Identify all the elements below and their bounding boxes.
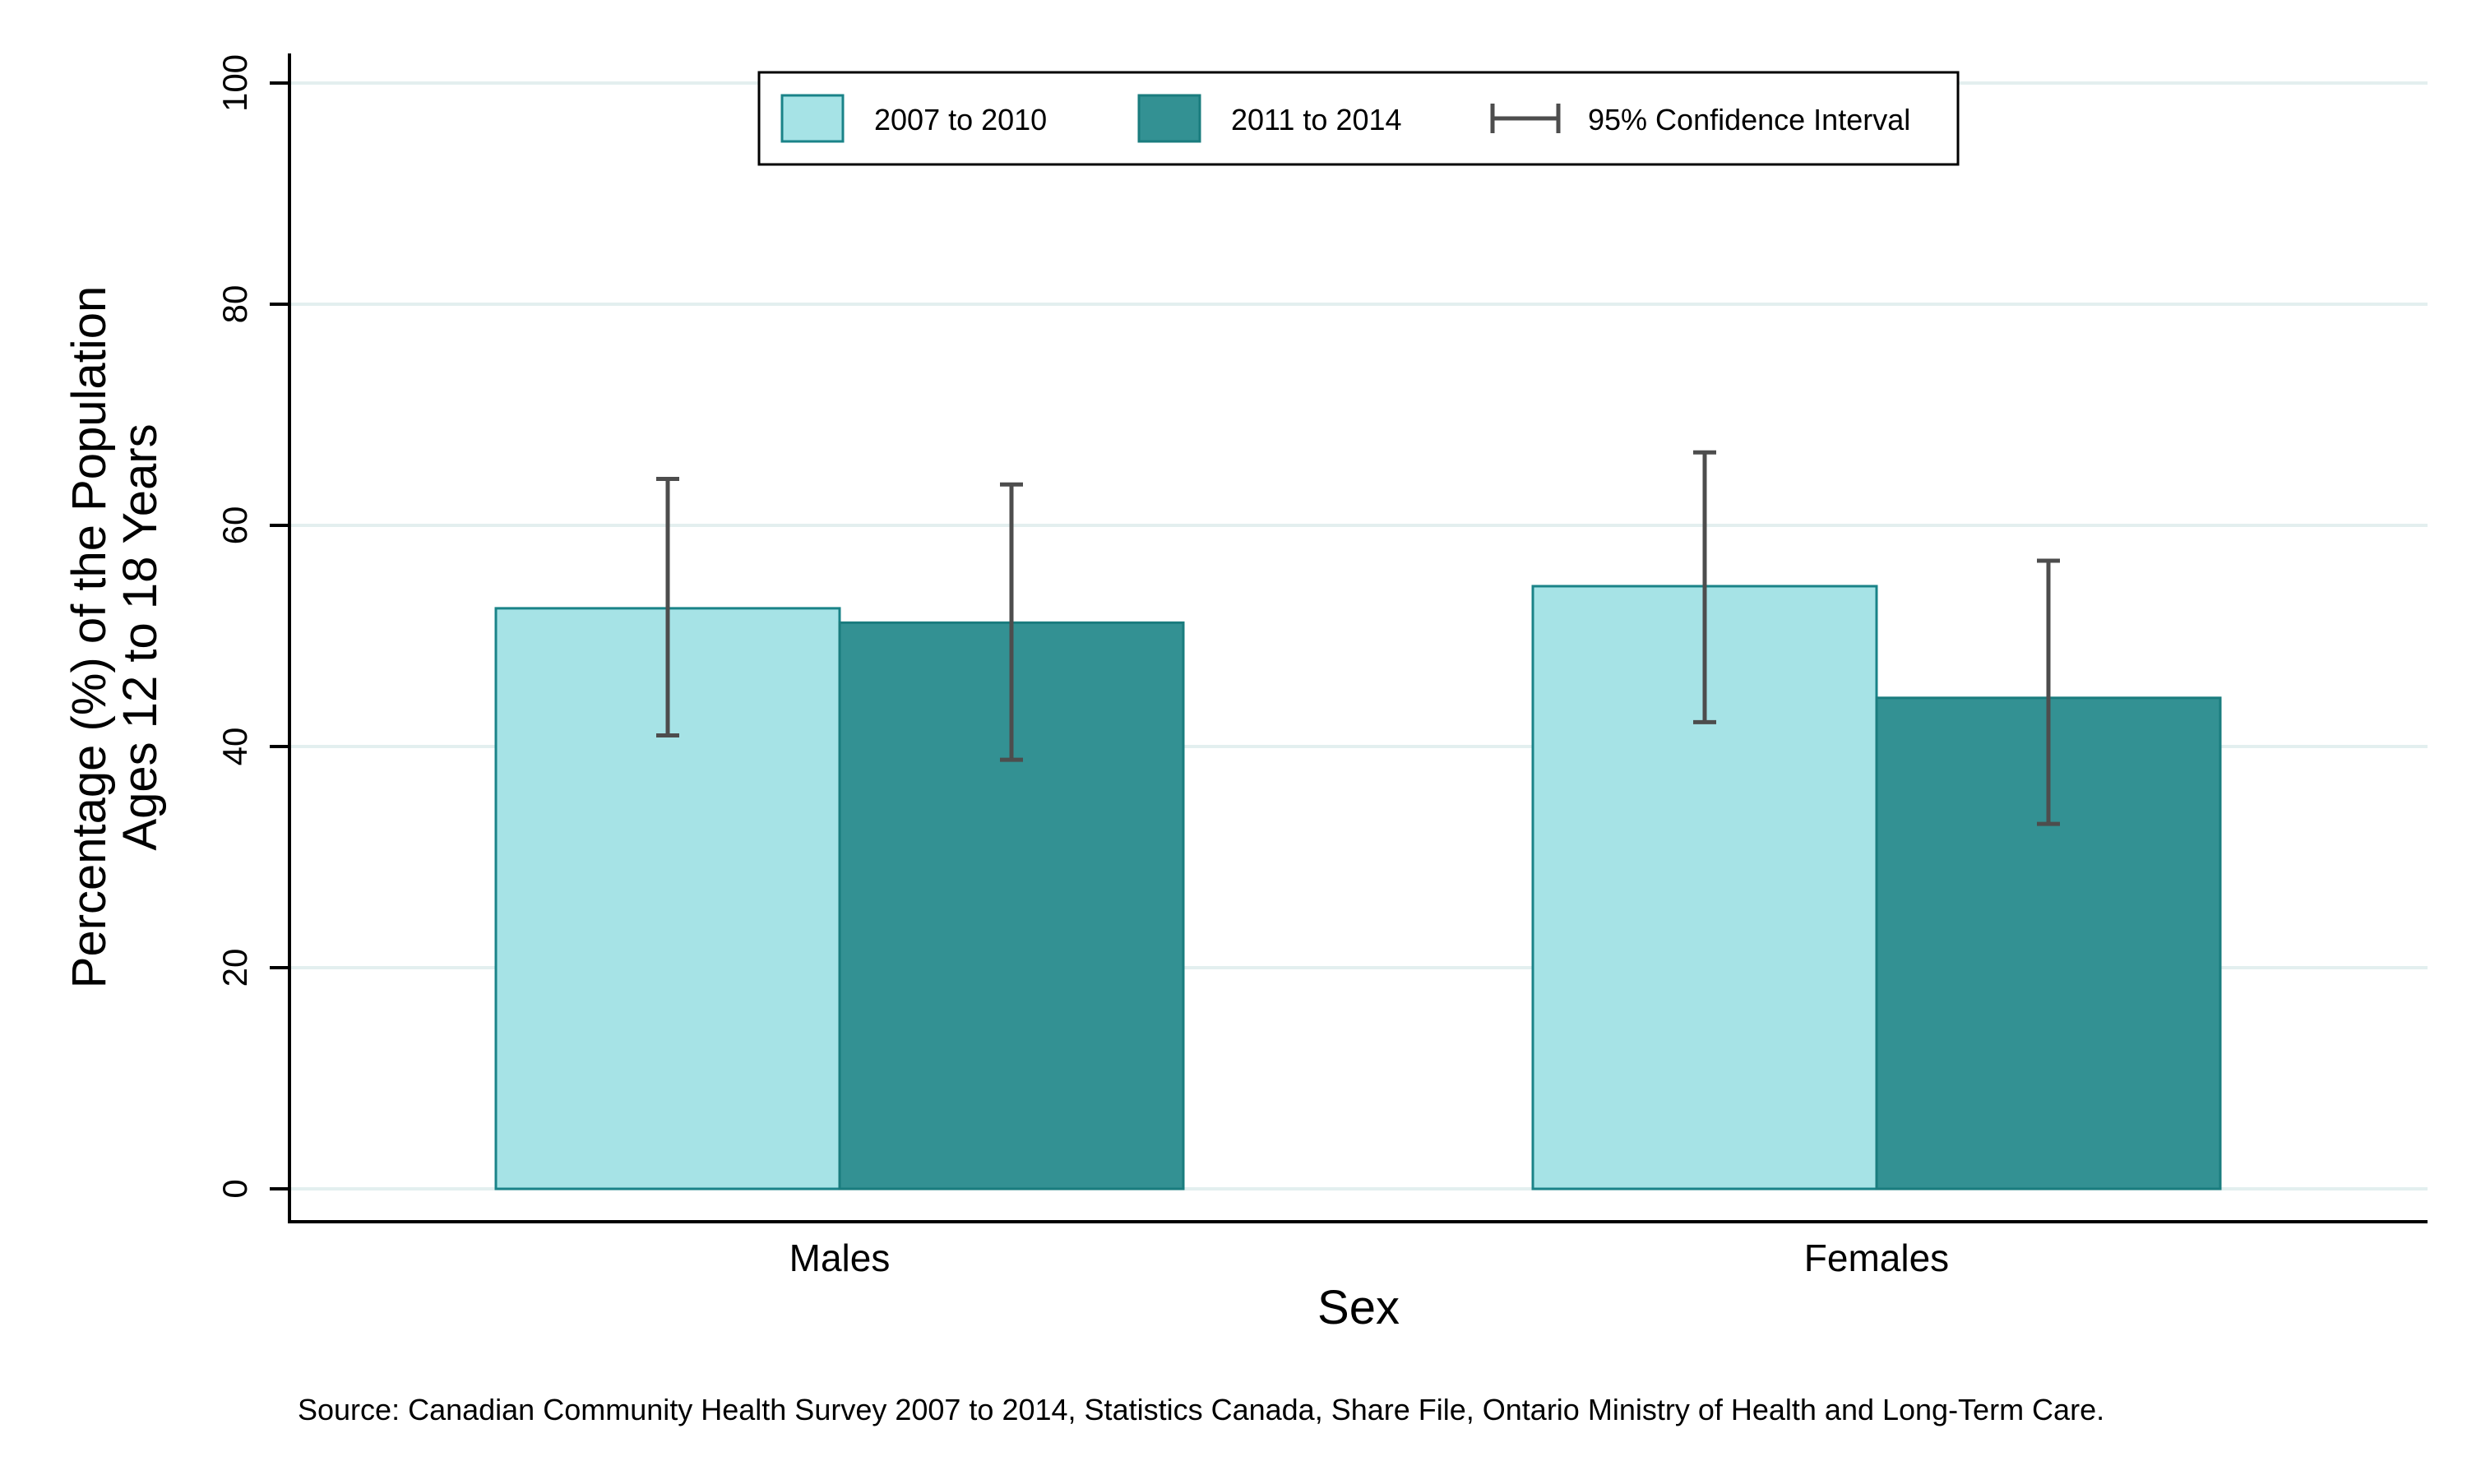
y-tick-label-20: 20 xyxy=(215,949,254,987)
legend: 2007 to 2010 2011 to 2014 95% Confidence… xyxy=(757,71,1960,166)
confidence-interval-icon xyxy=(1490,104,1561,133)
error-bar-females-2011-to-2014 xyxy=(2037,558,2060,826)
x-tick-label-males: Males xyxy=(789,1237,891,1279)
error-bar-females-2007-to-2010 xyxy=(1693,450,1716,724)
y-axis-title-line2: Ages 12 to 18 Years xyxy=(113,423,167,850)
legend-label-2007-2010: 2007 to 2010 xyxy=(874,103,1047,136)
y-tick-label-40: 40 xyxy=(215,728,254,766)
y-tick-label-60: 60 xyxy=(215,506,254,545)
y-axis-title-line1: Percentage (%) of the Population xyxy=(62,286,116,988)
y-tick-label-100: 100 xyxy=(215,54,254,112)
legend-label-confidence-interval: 95% Confidence Interval xyxy=(1588,103,1910,136)
y-tick-label-80: 80 xyxy=(215,285,254,324)
bars xyxy=(494,585,2222,1190)
error-bar-males-2007-to-2010 xyxy=(656,477,679,738)
legend-swatch-2007-2010 xyxy=(780,94,845,143)
axes: 0 20 40 60 80 100 Males Females xyxy=(215,53,2428,1279)
legend-label-2011-2014: 2011 to 2014 xyxy=(1231,103,1402,136)
error-bars xyxy=(656,450,2060,826)
y-tick-label-0: 0 xyxy=(215,1179,254,1198)
x-tick-label-females: Females xyxy=(1804,1237,1949,1279)
legend-swatch-2011-2014 xyxy=(1137,94,1201,143)
x-axis-title: Sex xyxy=(1317,1281,1400,1334)
legend-frame xyxy=(757,71,1960,166)
error-bar-males-2011-to-2014 xyxy=(1000,482,1023,762)
source-note: Source: Canadian Community Health Survey… xyxy=(298,1393,2104,1426)
